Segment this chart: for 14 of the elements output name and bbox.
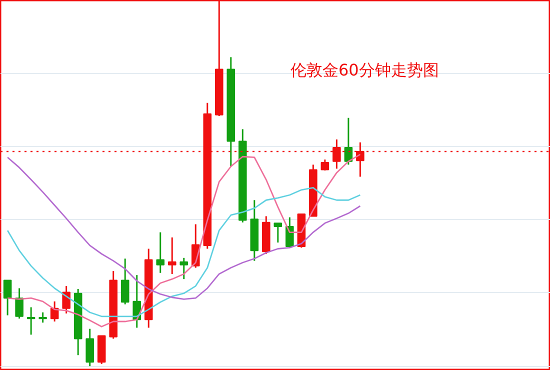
text: 伦敦金60分钟走势图 <box>290 60 439 80</box>
candlestick <box>26 306 36 336</box>
candlestick <box>38 312 47 324</box>
candlestick <box>286 216 294 248</box>
candlestick <box>180 257 188 280</box>
candlestick <box>86 328 94 367</box>
candlestick <box>344 117 353 166</box>
candlestick <box>274 222 282 244</box>
candlestick <box>120 258 130 306</box>
candlestick <box>15 287 24 320</box>
candlestick <box>156 232 165 274</box>
candlestick <box>62 285 70 314</box>
candlestick <box>168 236 176 275</box>
candlestick <box>3 279 12 316</box>
